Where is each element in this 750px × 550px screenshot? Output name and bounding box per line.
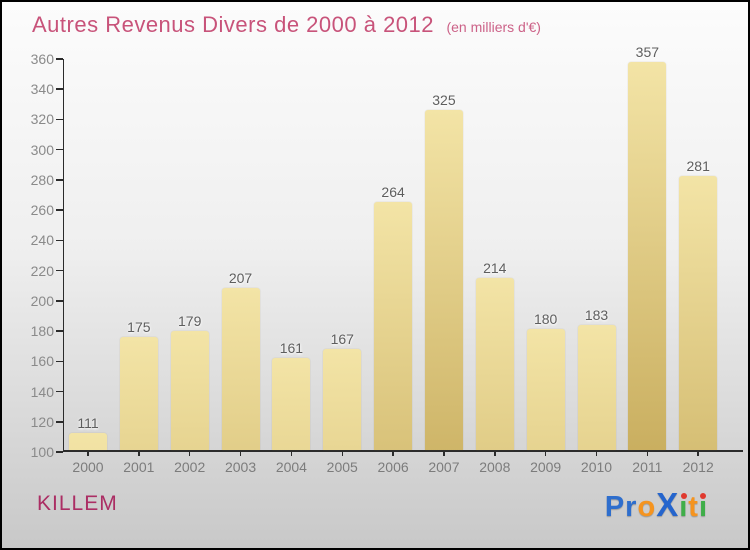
y-tick-mark [55,300,63,302]
y-tick-mark [55,88,63,90]
logo-letter: P [604,491,626,523]
bar-2002 [170,330,209,450]
y-tick-label: 260 [30,202,54,219]
x-tick-label: 2011 [632,459,663,475]
y-tick-label: 360 [30,51,54,67]
x-tick-label: 2008 [479,459,511,475]
bar-value-label: 281 [686,158,710,175]
chart-header: Autres Revenus Divers de 2000 à 2012 (en… [32,12,541,38]
x-tick-mark [341,452,343,456]
bar-2000 [69,433,107,450]
x-tick-label: 2010 [580,459,613,475]
y-tick-label: 220 [30,262,54,279]
y-tick-label: 320 [30,111,54,128]
logo-letter: r [625,491,638,523]
logo-letter: X [656,486,680,523]
y-tick-mark [55,360,63,363]
proxiti-logo: ProXı tı [604,486,708,524]
x-tick-label: 2007 [428,459,460,475]
y-tick-label: 280 [30,171,54,188]
x-tick-mark [595,452,598,456]
x-tick-label: 2000 [72,459,104,475]
x-tick-mark [138,452,140,456]
y-tick-mark [55,209,63,211]
y-tick-label: 240 [30,232,54,249]
bar-value-label: 214 [483,259,507,276]
bar-value-label: 357 [635,43,660,60]
bar-2004 [272,357,311,450]
y-tick-mark [55,269,63,272]
x-tick-label: 2003 [224,459,257,475]
x-tick-label: 2009 [530,459,562,475]
bar-value-label: 161 [279,339,304,356]
bar-2011 [628,61,667,450]
chart-subtitle: (en milliers d'€) [446,19,541,35]
bar-value-label: 183 [584,306,609,323]
bar-2005 [323,348,362,450]
y-tick-mark [55,390,63,393]
bar-2008 [475,277,514,450]
y-tick-mark [55,148,63,151]
x-tick-mark [87,452,89,456]
entity-name: KILLEM [37,492,118,515]
logo-letter: t [688,491,699,523]
x-tick-mark [697,452,699,456]
bar-2006 [374,202,413,450]
x-tick-label: 2004 [275,459,307,475]
logo-letter: ı [698,491,708,523]
bar-value-label: 180 [533,311,558,328]
bar-2010 [577,324,616,450]
bar-2007 [424,109,463,450]
bar-value-label: 325 [432,91,456,108]
x-tick-mark [544,452,547,456]
bar-value-label: 179 [178,312,202,329]
bar-value-label: 264 [381,184,405,201]
x-tick-mark [239,452,242,456]
bar-value-label: 167 [330,330,354,347]
logo-letter: o [637,491,657,523]
x-tick-mark [392,452,394,456]
x-tick-label: 2006 [377,459,409,475]
y-tick-label: 160 [30,353,54,370]
y-tick-mark [55,179,63,181]
plot-area: 100 120 140 160 180 200 220 240 260 280 300 320 340 3… [31,44,743,475]
y-tick-mark [55,421,63,423]
y-tick-mark [55,118,63,121]
y-tick-mark [55,58,63,60]
y-tick-mark [55,451,63,453]
y-tick-label: 180 [30,323,54,340]
logo-letter: ı [679,491,689,523]
y-tick-label: 100 [30,444,54,460]
y-tick-label: 340 [30,81,54,98]
bar-2012 [679,176,718,450]
bar-2009 [526,329,565,450]
x-tick-label: 2002 [174,459,206,475]
x-tick-label: 2005 [326,459,358,475]
y-tick-label: 200 [30,292,54,309]
x-tick-label: 2012 [682,459,714,475]
bar-2003 [221,288,260,450]
bar-value-label: 175 [127,318,151,335]
x-tick-mark [188,452,191,456]
bar-value-label: 207 [228,270,253,287]
x-tick-mark [443,452,445,456]
x-tick-mark [494,452,496,456]
y-tick-label: 300 [30,141,54,158]
bar-2001 [119,336,158,450]
bar-value-label: 111 [77,415,99,432]
y-tick-label: 140 [30,383,54,400]
x-tick-mark [646,452,649,456]
y-tick-label: 120 [30,413,54,430]
x-tick-mark [290,452,293,456]
y-tick-mark [55,330,63,332]
y-tick-mark [55,239,63,242]
chart-title: Autres Revenus Divers de 2000 à 2012 [32,12,435,37]
x-tick-label: 2001 [123,459,155,475]
